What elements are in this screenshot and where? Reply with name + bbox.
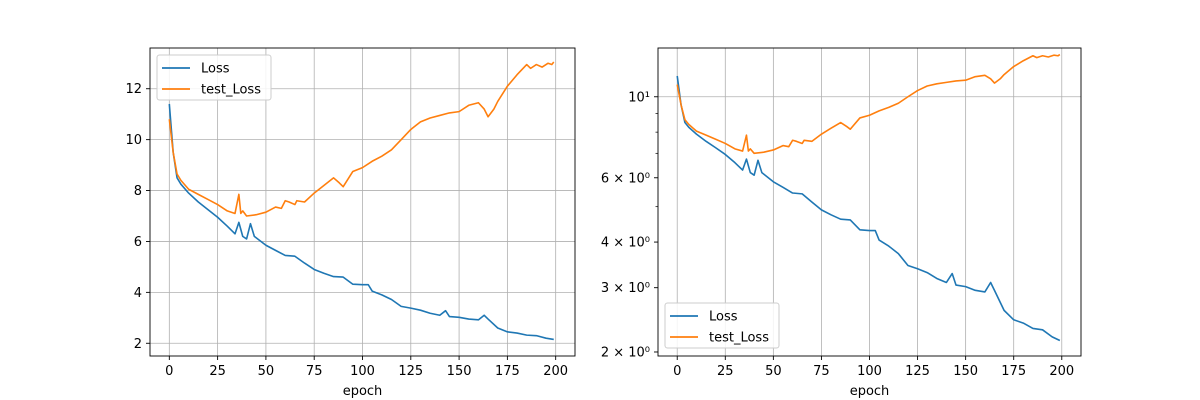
x-tick-label: 0 [673,364,681,379]
x-axis-label: epoch [850,384,890,399]
test-loss-series-line [676,53,1061,155]
x-tick-label: 0 [165,364,173,379]
y-tick-label: 2 × 10⁰ [601,345,650,360]
loss-series-line [676,75,1061,342]
legend: Loss test_Loss [664,302,780,349]
right-chart-panel: 0 25 50 75 100 125 150 175 200 2 × 10⁰ 3 × 10⁰ 4 × … [601,47,1082,399]
x-tick-label: 150 [447,364,472,379]
x-axis-label: epoch [343,384,383,399]
loss-series-line [168,103,554,341]
x-tick-label: 200 [543,364,568,379]
legend: Loss test_Loss [156,54,272,101]
legend-label-test-loss: test_Loss [709,331,769,346]
y-tick-label: 12 [125,82,142,97]
x-tick-label: 200 [1049,364,1074,379]
x-tick-label: 50 [765,364,782,379]
x-tick-label: 100 [350,364,375,379]
y-tick-label: 10 [125,133,142,148]
x-tick-label: 25 [717,364,734,379]
x-tick-label: 50 [258,364,275,379]
legend-label-loss: Loss [201,62,230,77]
left-chart-panel: 0 25 50 75 100 125 150 175 200 2 4 6 8 10 12 epoch Loss t… [125,47,576,399]
x-tick-label: 75 [306,364,323,379]
y-tick-label: 8 [134,184,142,199]
y-tick-label: 2 [134,337,142,352]
x-tick-label: 175 [1001,364,1026,379]
x-tick-label: 150 [953,364,978,379]
test-loss-series-line [168,61,555,217]
y-tick-label: 6 [134,235,142,250]
legend-label-test-loss: test_Loss [201,83,261,98]
x-tick-label: 75 [813,364,830,379]
y-tick-label: 10¹ [628,90,650,105]
x-tick-label: 125 [398,364,423,379]
x-tick-label: 25 [209,364,226,379]
y-tick-label: 6 × 10⁰ [601,171,650,186]
y-tick-label: 4 [134,286,142,301]
x-tick-label: 175 [495,364,520,379]
x-tick-label: 100 [857,364,882,379]
y-tick-label: 4 × 10⁰ [601,236,650,251]
y-tick-label: 3 × 10⁰ [601,281,650,296]
x-tick-label: 125 [905,364,930,379]
legend-label-loss: Loss [709,310,738,325]
